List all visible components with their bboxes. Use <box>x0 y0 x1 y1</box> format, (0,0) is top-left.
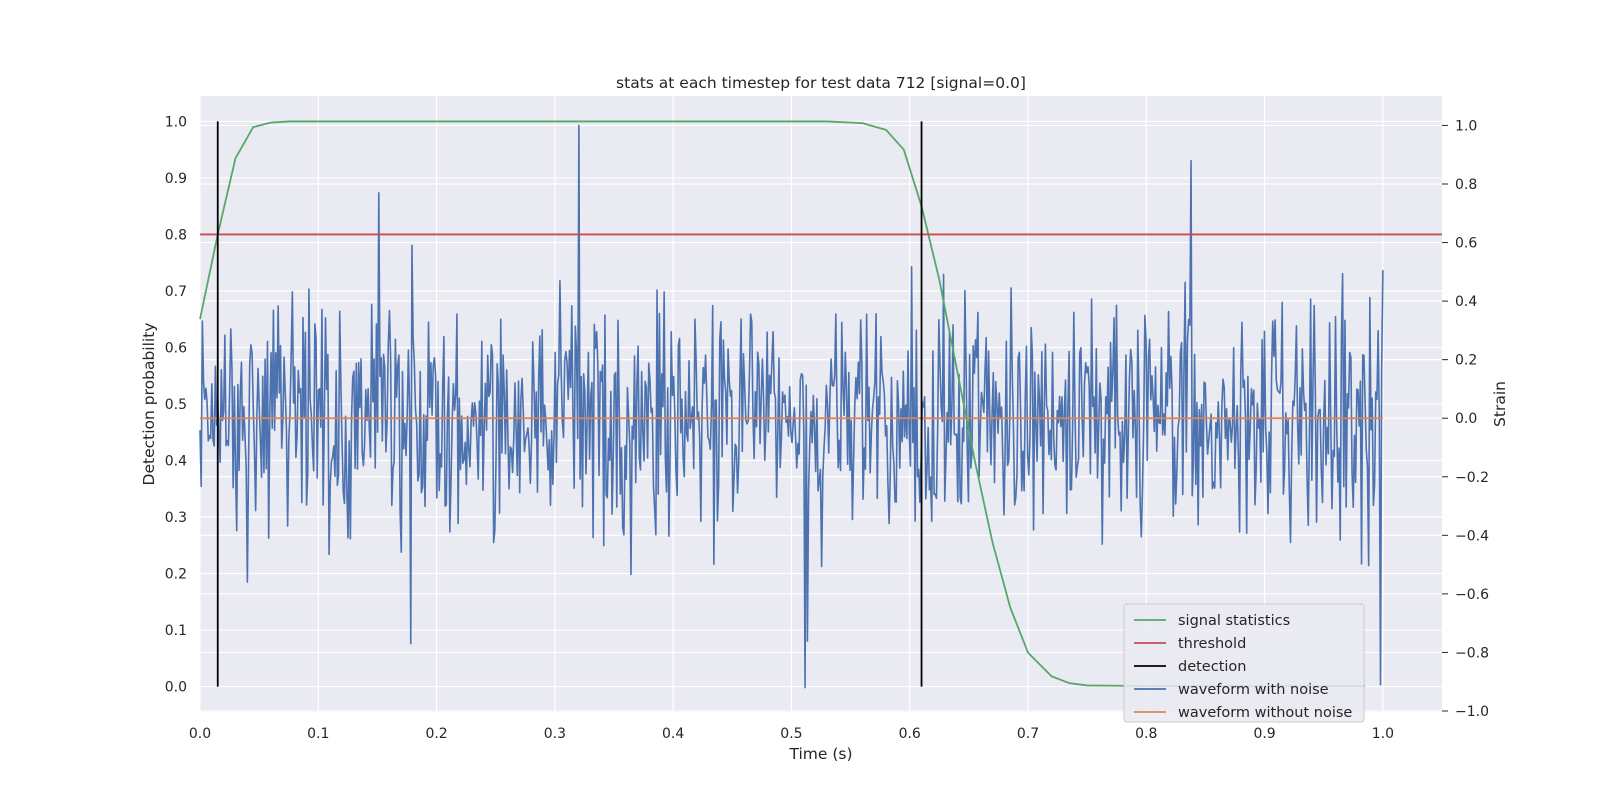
y-left-tick-labels: 0.0 0.1 0.2 0.3 0.4 0.5 0.6 0.7 0.8 0.9 1.0 <box>165 114 187 695</box>
y-left-tick-label: 0.0 <box>165 680 187 696</box>
y-left-tick-label: 0.6 <box>165 340 187 356</box>
legend-label: threshold <box>1178 636 1246 652</box>
y-right-tick-label: −0.8 <box>1455 645 1489 661</box>
y-left-tick-label: 0.1 <box>165 623 187 639</box>
y-right-tick-label: −0.4 <box>1455 528 1489 544</box>
legend: signal statistics threshold detection wavef… <box>1123 603 1365 723</box>
y-left-tick-label: 0.4 <box>165 454 187 470</box>
legend-label: signal statistics <box>1178 613 1290 629</box>
x-tick-label: 0.1 <box>307 726 329 742</box>
x-axis-label: Time (s) <box>788 745 852 763</box>
y-left-tick-label: 1.0 <box>165 114 187 130</box>
y-right-tick-label: −1.0 <box>1455 704 1489 720</box>
y-right-tick-label: −0.2 <box>1455 470 1489 486</box>
y-right-tick-label: 0.2 <box>1455 353 1477 369</box>
y-left-tick-label: 0.7 <box>165 284 187 300</box>
x-tick-label: 0.5 <box>780 726 802 742</box>
x-tick-label: 0.9 <box>1253 726 1275 742</box>
y-left-tick-label: 0.9 <box>165 171 187 187</box>
x-tick-label: 1.0 <box>1372 726 1394 742</box>
legend-label: waveform without noise <box>1178 705 1352 721</box>
x-tick-label: 0.0 <box>189 726 211 742</box>
y-right-tick-label: −0.6 <box>1455 587 1489 603</box>
signal-statistics-line <box>199 120 1366 687</box>
x-tick-label: 0.6 <box>899 726 921 742</box>
y-right-tick-label: 1.0 <box>1455 118 1477 134</box>
x-tick-label: 0.3 <box>544 726 566 742</box>
y-left-tick-label: 0.8 <box>165 227 187 243</box>
legend-box <box>1123 603 1365 723</box>
x-tick-label: 0.7 <box>1017 726 1039 742</box>
x-tick-label: 0.8 <box>1135 726 1157 742</box>
x-tick-labels: 0.0 0.1 0.2 0.3 0.4 0.5 0.6 0.7 0.8 0.9 1.0 <box>189 726 1394 742</box>
chart-title: stats at each timestep for test data 712… <box>616 74 1026 92</box>
x-tick-label: 0.4 <box>662 726 684 742</box>
y-right-tick-label: 0.0 <box>1455 411 1477 427</box>
y-right-tick-labels: 1.0 0.8 0.6 0.4 0.2 0.0 −0.2 −0.4 −0.6 −0.8 −1.0 <box>1455 118 1489 720</box>
y-right-tick-label: 0.4 <box>1455 294 1477 310</box>
y-right-tick-label: 0.8 <box>1455 177 1477 193</box>
legend-label: waveform with noise <box>1178 682 1329 698</box>
y-left-tick-label: 0.2 <box>165 567 187 583</box>
y-right-tick-label: 0.6 <box>1455 236 1477 252</box>
legend-label: detection <box>1178 659 1246 675</box>
x-tick-label: 0.2 <box>425 726 447 742</box>
y-left-tick-label: 0.5 <box>165 397 187 413</box>
y-right-axis-label: Strain <box>1491 381 1509 427</box>
waveform-with-noise-line <box>199 124 1384 689</box>
y-left-axis-label: Detection probability <box>140 323 158 486</box>
series-layer <box>199 120 1442 689</box>
y-left-tick-label: 0.3 <box>165 510 187 526</box>
